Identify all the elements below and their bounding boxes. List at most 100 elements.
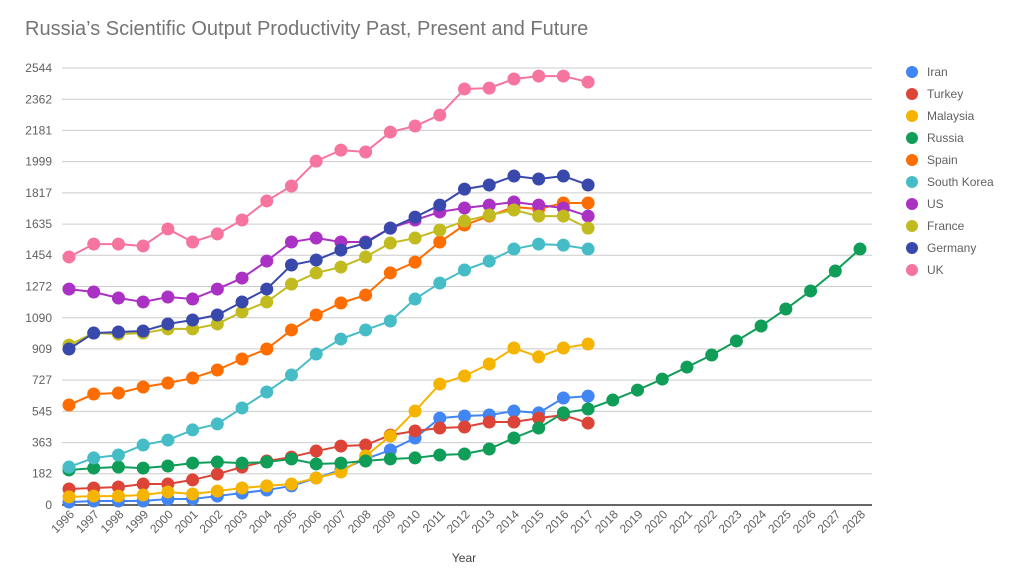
data-point-malaysia[interactable] <box>235 481 249 495</box>
data-point-germany[interactable] <box>62 342 76 356</box>
data-point-germany[interactable] <box>581 178 595 192</box>
data-point-us[interactable] <box>581 209 595 223</box>
data-point-spain[interactable] <box>284 323 298 337</box>
data-point-south-korea[interactable] <box>433 276 447 290</box>
data-point-turkey[interactable] <box>507 415 521 429</box>
data-point-malaysia[interactable] <box>532 350 546 364</box>
data-point-france[interactable] <box>482 208 496 222</box>
data-point-us[interactable] <box>87 285 101 299</box>
data-point-russia[interactable] <box>853 242 867 256</box>
data-point-russia[interactable] <box>309 457 323 471</box>
data-point-south-korea[interactable] <box>210 417 224 431</box>
data-point-south-korea[interactable] <box>581 242 595 256</box>
data-point-france[interactable] <box>507 203 521 217</box>
data-point-germany[interactable] <box>309 253 323 267</box>
data-point-spain[interactable] <box>87 387 101 401</box>
data-point-us[interactable] <box>309 231 323 245</box>
data-point-turkey[interactable] <box>482 415 496 429</box>
data-point-malaysia[interactable] <box>309 471 323 485</box>
data-point-malaysia[interactable] <box>186 487 200 501</box>
data-point-germany[interactable] <box>556 169 570 183</box>
data-point-spain[interactable] <box>235 352 249 366</box>
data-point-france[interactable] <box>309 266 323 280</box>
data-point-turkey[interactable] <box>309 444 323 458</box>
data-point-spain[interactable] <box>136 380 150 394</box>
data-point-us[interactable] <box>111 291 125 305</box>
data-point-russia[interactable] <box>581 402 595 416</box>
data-point-south-korea[interactable] <box>62 460 76 474</box>
data-point-spain[interactable] <box>260 342 274 356</box>
data-point-france[interactable] <box>532 209 546 223</box>
data-point-malaysia[interactable] <box>111 489 125 503</box>
data-point-spain[interactable] <box>359 288 373 302</box>
data-point-iran[interactable] <box>507 404 521 418</box>
data-point-france[interactable] <box>186 322 200 336</box>
data-point-russia[interactable] <box>705 348 719 362</box>
data-point-russia[interactable] <box>284 452 298 466</box>
data-point-france[interactable] <box>334 260 348 274</box>
data-point-spain[interactable] <box>408 255 422 269</box>
data-point-malaysia[interactable] <box>260 479 274 493</box>
data-point-uk[interactable] <box>260 194 274 208</box>
data-point-russia[interactable] <box>804 284 818 298</box>
legend-item-france[interactable]: France <box>906 215 994 237</box>
data-point-uk[interactable] <box>161 222 175 236</box>
data-point-france[interactable] <box>433 223 447 237</box>
data-point-south-korea[interactable] <box>235 401 249 415</box>
data-point-france[interactable] <box>458 214 471 228</box>
data-point-france[interactable] <box>556 209 570 223</box>
data-point-south-korea[interactable] <box>161 433 175 447</box>
data-point-malaysia[interactable] <box>334 465 348 479</box>
data-point-germany[interactable] <box>532 172 546 186</box>
data-point-us[interactable] <box>482 198 496 212</box>
data-point-turkey[interactable] <box>458 420 471 434</box>
data-point-russia[interactable] <box>779 302 793 316</box>
data-point-uk[interactable] <box>532 69 546 83</box>
data-point-spain[interactable] <box>62 398 76 412</box>
data-point-malaysia[interactable] <box>161 485 175 499</box>
data-point-south-korea[interactable] <box>284 368 298 382</box>
data-point-russia[interactable] <box>136 461 150 475</box>
data-point-germany[interactable] <box>458 182 471 196</box>
data-point-russia[interactable] <box>87 461 101 475</box>
data-point-russia[interactable] <box>482 442 496 456</box>
data-point-uk[interactable] <box>87 237 101 251</box>
data-point-russia[interactable] <box>532 421 546 435</box>
data-point-malaysia[interactable] <box>210 484 224 498</box>
data-point-iran[interactable] <box>433 411 447 425</box>
data-point-russia[interactable] <box>210 455 224 469</box>
data-point-south-korea[interactable] <box>383 314 397 328</box>
data-point-russia[interactable] <box>408 451 422 465</box>
data-point-uk[interactable] <box>482 81 496 95</box>
data-point-us[interactable] <box>458 201 471 215</box>
data-point-turkey[interactable] <box>408 424 422 438</box>
data-point-spain[interactable] <box>309 308 323 322</box>
data-point-us[interactable] <box>161 290 175 304</box>
data-point-russia[interactable] <box>359 454 373 468</box>
legend-item-turkey[interactable]: Turkey <box>906 83 994 105</box>
data-point-uk[interactable] <box>408 119 422 133</box>
data-point-spain[interactable] <box>581 196 595 210</box>
data-point-russia[interactable] <box>754 319 768 333</box>
data-point-spain[interactable] <box>111 386 125 400</box>
data-point-malaysia[interactable] <box>458 369 471 383</box>
data-point-south-korea[interactable] <box>87 451 101 465</box>
data-point-russia[interactable] <box>729 334 743 348</box>
data-point-germany[interactable] <box>235 295 249 309</box>
data-point-south-korea[interactable] <box>260 385 274 399</box>
data-point-france[interactable] <box>383 236 397 250</box>
legend-item-uk[interactable]: UK <box>906 259 994 281</box>
legend-item-iran[interactable]: Iran <box>906 61 994 83</box>
legend-item-malaysia[interactable]: Malaysia <box>906 105 994 127</box>
data-point-turkey[interactable] <box>359 438 373 452</box>
data-point-russia[interactable] <box>458 447 471 461</box>
data-point-us[interactable] <box>235 271 249 285</box>
data-point-malaysia[interactable] <box>408 404 422 418</box>
data-point-uk[interactable] <box>458 82 471 96</box>
data-point-uk[interactable] <box>235 213 249 227</box>
data-point-south-korea[interactable] <box>186 423 200 437</box>
data-point-us[interactable] <box>210 282 224 296</box>
data-point-malaysia[interactable] <box>482 357 496 371</box>
data-point-turkey[interactable] <box>111 480 125 494</box>
data-point-germany[interactable] <box>408 210 422 224</box>
